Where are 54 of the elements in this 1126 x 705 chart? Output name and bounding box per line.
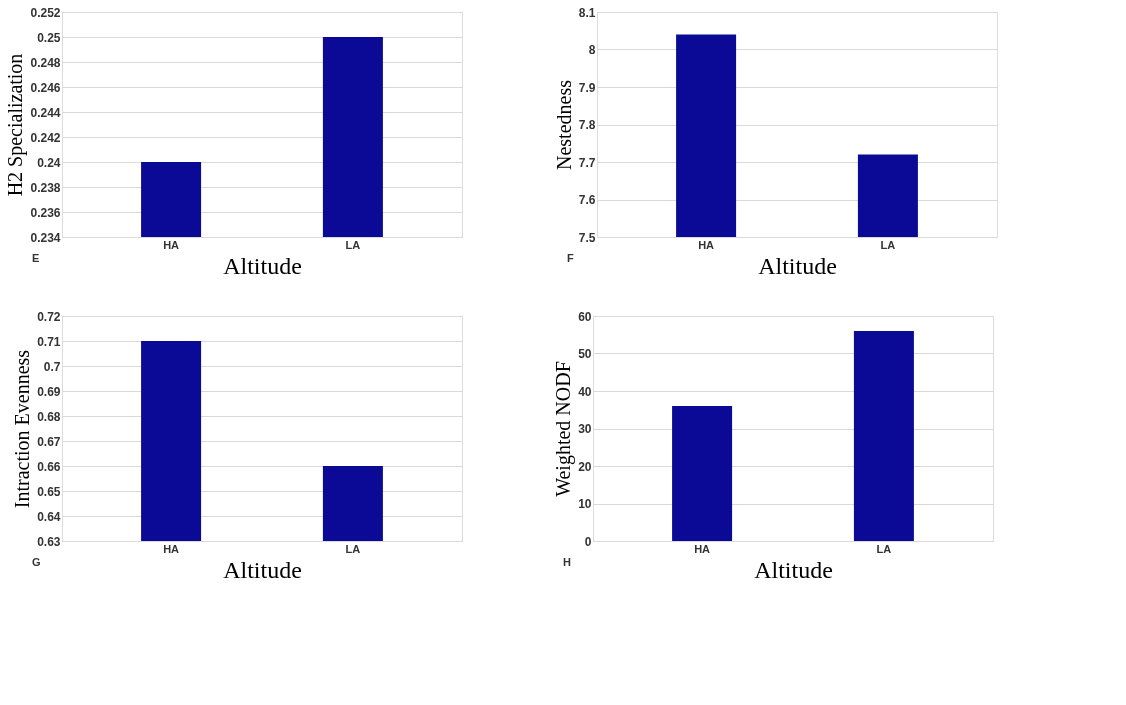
text: E	[32, 252, 40, 264]
x-tick-label: LA	[345, 238, 361, 251]
y-tick-label: 7.7	[578, 155, 596, 170]
x-tick-label: HA	[163, 238, 180, 251]
y-axis-title: Nestedness	[552, 79, 575, 170]
y-tick-label: 10	[578, 497, 592, 511]
y-tick-label: 0.246	[30, 80, 61, 95]
y-tick-label: 0.252	[30, 5, 61, 20]
x-tick-label: LA	[345, 542, 361, 555]
y-tick-label: 8	[588, 43, 596, 57]
y-tick-label: 0.71	[37, 334, 61, 349]
text: G	[32, 556, 41, 568]
y-tick-label: 30	[578, 422, 592, 436]
y-tick-label: 0.63	[37, 534, 61, 549]
y-tick-label: 0.24	[37, 155, 61, 170]
x-tick-label: LA	[876, 542, 892, 555]
x-tick-label: HA	[698, 238, 715, 251]
y-tick-label: 7.9	[578, 80, 596, 95]
y-tick-label: 60	[578, 309, 592, 324]
y-tick-label: 0.65	[37, 484, 61, 499]
y-tick-label: 0.64	[37, 509, 61, 524]
text: F	[567, 252, 574, 264]
x-axis-title: Altitude	[758, 252, 837, 279]
y-tick-label: 0.238	[30, 180, 61, 195]
y-tick-label: 8.1	[578, 5, 596, 20]
y-tick-label: 0.248	[30, 55, 61, 70]
y-tick-label: 40	[578, 384, 592, 399]
x-axis-title: Altitude	[223, 556, 302, 583]
y-tick-label: 0.7	[43, 359, 61, 374]
y-tick-label: 7.5	[578, 230, 596, 245]
y-tick-label: 0.72	[37, 309, 61, 324]
y-tick-label: 7.8	[578, 118, 596, 132]
y-tick-label: 0.242	[30, 130, 61, 145]
y-tick-label: 0.25	[37, 30, 61, 45]
y-tick-label: 0.244	[30, 105, 61, 120]
y-tick-label: 0.236	[30, 205, 61, 220]
y-axis-title: Intraction Evenness	[11, 349, 34, 509]
y-axis-title: Weighted NODF	[552, 361, 576, 497]
x-axis-title: Altitude	[754, 556, 833, 583]
y-tick-label: 0.66	[37, 459, 61, 474]
y-axis-title: H2 Specialization	[4, 53, 28, 197]
y-tick-label: 0.68	[37, 409, 61, 424]
x-axis-title: Altitude	[223, 252, 302, 279]
text: H	[563, 556, 571, 568]
x-tick-label: HA	[163, 542, 180, 555]
y-tick-label: 50	[578, 347, 592, 361]
y-tick-label: 0	[584, 534, 592, 549]
y-tick-label: 0.234	[30, 230, 61, 245]
x-tick-label: HA	[694, 542, 711, 555]
y-tick-label: 7.6	[578, 193, 596, 207]
y-tick-label: 20	[578, 459, 592, 474]
y-tick-label: 0.69	[37, 384, 61, 399]
y-tick-label: 0.67	[37, 434, 61, 449]
x-tick-label: LA	[880, 238, 896, 251]
